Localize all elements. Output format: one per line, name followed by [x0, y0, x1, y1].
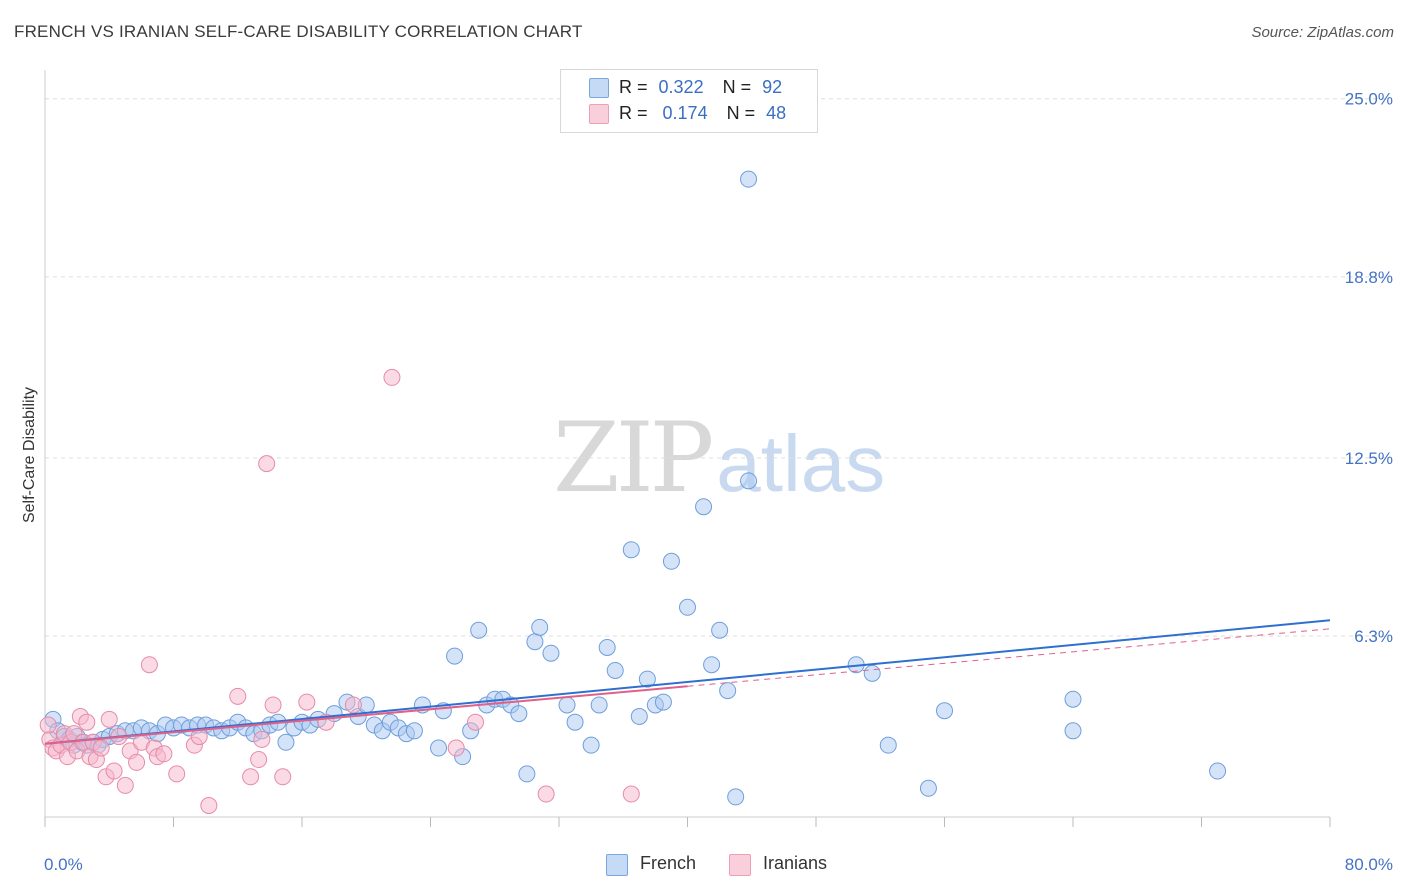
french-r-value: 0.322 [658, 77, 704, 97]
iranians-point [344, 696, 362, 714]
iranians-r-label: R = [619, 103, 648, 123]
y-tick-label: 12.5% [1345, 449, 1393, 468]
french-trend-line [44, 619, 1331, 745]
french-point [446, 647, 464, 665]
french-point [630, 707, 648, 725]
iranians-point [622, 785, 640, 803]
y-tick-label: 25.0% [1345, 90, 1393, 109]
french-point [703, 656, 721, 674]
french-r-label: R = [619, 77, 648, 97]
french-point [598, 638, 616, 656]
french-point [1209, 762, 1227, 780]
legend-iranians-label: Iranians [763, 853, 828, 873]
iranians-point [466, 713, 484, 731]
french-point [470, 621, 488, 639]
french-point [936, 702, 953, 720]
french-point [558, 696, 576, 714]
iranians-point [537, 785, 555, 803]
iranians-point [200, 797, 218, 815]
iranians-point [155, 745, 173, 763]
iranians-point [274, 768, 292, 786]
watermark: ZIPatlas [553, 402, 885, 514]
french-n-value: 92 [762, 77, 783, 97]
y-axis-label: Self-Care Disability [21, 386, 38, 524]
grid [45, 98, 1390, 637]
iranians-n-value: 48 [766, 103, 787, 123]
iranians-point [100, 710, 118, 728]
french-point [531, 618, 549, 636]
french-point [919, 779, 937, 797]
iranians-point [128, 753, 146, 771]
french-point [727, 788, 745, 806]
x-tick-label-min: 0.0% [44, 855, 83, 874]
french-point [740, 170, 758, 188]
correlation-legend: R = 0.322 N = 92 R = 0.174 N = 48 [560, 69, 818, 133]
french-point [566, 713, 584, 731]
french-point [590, 696, 608, 714]
watermark-atlas: atlas [716, 419, 886, 508]
iranians-n-label: N = [726, 103, 756, 123]
iranians-point [140, 656, 158, 674]
iranians-point [105, 762, 123, 780]
french-n-label: N = [722, 77, 752, 97]
iranians-point [298, 693, 316, 711]
french-point [719, 682, 737, 700]
series-legend: French Iranians [0, 852, 1406, 878]
iranians-trend-line [44, 685, 688, 745]
french-point [606, 661, 624, 679]
french-point [1064, 690, 1082, 708]
iranians-point [168, 765, 186, 783]
iranians-point [78, 713, 96, 731]
french-point [1064, 722, 1082, 740]
iranians-point [253, 730, 271, 748]
french-point [879, 736, 897, 754]
french-point [518, 765, 536, 783]
iranians-point [242, 768, 260, 786]
iranians-point [250, 751, 268, 769]
french-series [44, 170, 1227, 806]
legend-iranians-swatch [729, 854, 751, 876]
french-point [277, 733, 295, 751]
french-point [711, 621, 729, 639]
iranians-r-value: 0.174 [662, 103, 708, 123]
french-point [740, 472, 758, 490]
iranians-point [39, 716, 57, 734]
iranians-swatch [589, 104, 609, 124]
french-point [526, 633, 544, 651]
iranians-point [258, 455, 276, 473]
iranians-series [39, 368, 640, 815]
french-point [679, 598, 696, 616]
chart-title: FRENCH VS IRANIAN SELF-CARE DISABILITY C… [14, 22, 583, 41]
french-point [638, 670, 656, 688]
french-point [662, 552, 680, 570]
iranians-point [383, 368, 401, 386]
x-tick-label-max: 80.0% [1345, 855, 1393, 874]
french-point [510, 705, 528, 723]
french-point [542, 644, 560, 662]
french-swatch [589, 78, 609, 98]
french-point [863, 664, 881, 682]
y-tick-label: 18.8% [1345, 268, 1393, 287]
tick-labels: 6.3% 12.5% 18.8% 25.0% 0.0% 80.0% [44, 90, 1393, 874]
iranians-trend-line-dashed [687, 628, 1331, 687]
french-point [695, 498, 713, 516]
iranians-point [229, 687, 247, 705]
legend-french-label: French [640, 853, 697, 873]
y-tick-label: 6.3% [1354, 627, 1393, 646]
french-point [430, 739, 448, 757]
source-credit: Source: ZipAtlas.com [1251, 24, 1394, 41]
iranians-point [264, 696, 282, 714]
axes [44, 70, 1331, 827]
french-point [405, 722, 423, 740]
iranians-point [92, 739, 110, 757]
french-point [622, 541, 640, 559]
trend-lines [44, 619, 1331, 745]
legend-french-swatch [606, 854, 628, 876]
iranians-point [116, 776, 134, 794]
french-point [654, 693, 672, 711]
iranians-point [447, 739, 465, 757]
french-point [582, 736, 600, 754]
